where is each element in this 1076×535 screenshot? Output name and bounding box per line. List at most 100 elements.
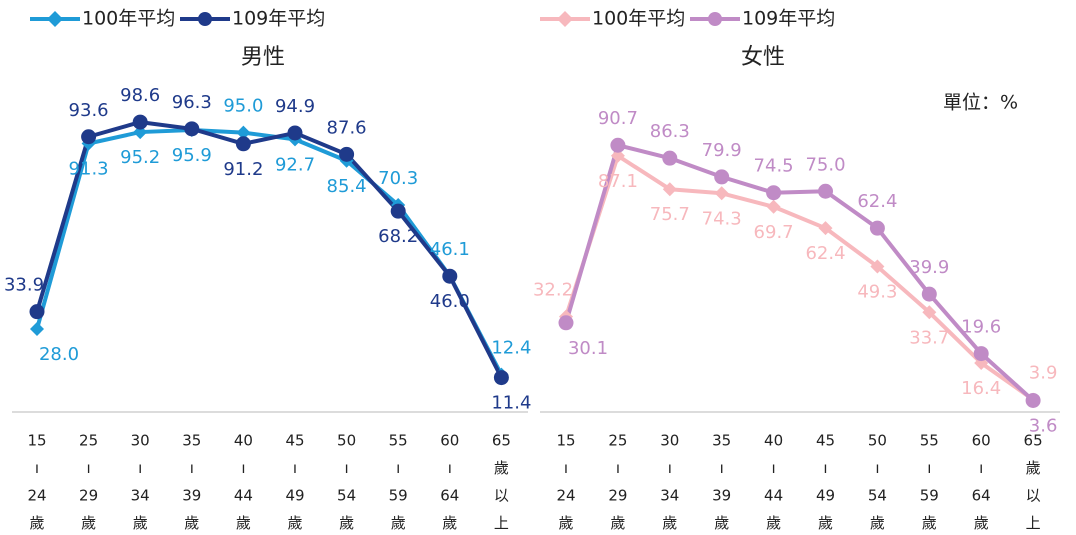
data-label: 28.0 <box>39 344 79 365</box>
data-label: 33.7 <box>909 327 949 348</box>
data-point <box>30 321 44 336</box>
data-label: 91.3 <box>69 158 109 179</box>
data-label: 90.7 <box>598 108 638 129</box>
data-point <box>287 125 303 141</box>
x-tick-label: ı <box>448 459 452 477</box>
x-tick-label: 25 <box>608 432 627 450</box>
data-point <box>184 121 200 137</box>
x-tick-label: ı <box>138 459 142 477</box>
data-point <box>610 137 626 153</box>
data-point <box>818 183 833 199</box>
legend-marker <box>47 11 63 27</box>
x-tick-label: ı <box>979 459 983 477</box>
x-tick-label: 60 <box>972 432 991 450</box>
x-tick-label: 60 <box>440 432 459 450</box>
x-tick-label: 以 <box>1026 487 1041 505</box>
x-tick-label: ı <box>616 459 620 477</box>
data-label: 92.7 <box>275 154 315 175</box>
x-tick-label: ı <box>293 459 297 477</box>
x-tick-label: 44 <box>234 487 253 505</box>
x-tick-label: ı <box>190 459 194 477</box>
data-label: 62.4 <box>805 243 845 264</box>
x-tick-label: 歲 <box>870 514 885 532</box>
x-tick-label: 歲 <box>558 514 573 532</box>
data-label: 74.3 <box>702 208 742 229</box>
data-point <box>1025 392 1041 408</box>
data-label: 46.0 <box>430 291 470 312</box>
x-tick-label: 歲 <box>662 514 677 532</box>
x-tick-label: 歲 <box>133 514 148 532</box>
x-tick-label: 39 <box>712 487 731 505</box>
x-tick-label: 55 <box>389 432 408 450</box>
data-point <box>973 346 989 362</box>
x-tick-label: 35 <box>182 432 201 450</box>
legend-marker <box>198 12 212 26</box>
data-point <box>493 370 509 386</box>
x-tick-label: 歲 <box>29 514 44 532</box>
data-label: 79.9 <box>702 140 742 161</box>
data-label: 11.4 <box>491 393 531 414</box>
x-tick-label: 15 <box>556 432 575 450</box>
x-tick-label: 59 <box>389 487 408 505</box>
x-tick-label: 55 <box>920 432 939 450</box>
x-tick-label: 59 <box>920 487 939 505</box>
x-tick-label: 15 <box>27 432 46 450</box>
x-tick-label: 24 <box>556 487 575 505</box>
chart-title: 女性 <box>741 45 785 70</box>
data-label: 19.6 <box>961 317 1001 338</box>
data-label: 87.6 <box>327 117 367 138</box>
data-label: 74.5 <box>754 156 794 177</box>
x-tick-label: 歲 <box>974 514 989 532</box>
x-tick-label: ı <box>772 459 776 477</box>
data-label: 85.4 <box>327 176 367 197</box>
x-tick-label: 44 <box>764 487 783 505</box>
data-point <box>818 221 833 236</box>
x-tick-label: 歲 <box>610 514 625 532</box>
data-label: 91.2 <box>223 159 263 180</box>
data-point <box>29 304 45 320</box>
data-label: 46.1 <box>430 239 470 260</box>
data-label: 68.2 <box>378 226 418 247</box>
x-tick-label: ı <box>564 459 568 477</box>
data-point <box>662 182 677 197</box>
data-label: 95.2 <box>120 147 160 168</box>
data-label: 87.1 <box>598 171 638 192</box>
x-tick-label: 50 <box>337 432 356 450</box>
x-tick-label: ı <box>668 459 672 477</box>
chart-title: 男性 <box>241 45 285 70</box>
legend-label: 109年平均 <box>742 8 835 30</box>
data-label: 49.3 <box>857 282 897 303</box>
data-label: 94.9 <box>275 96 315 117</box>
x-tick-label: 歲 <box>442 514 457 532</box>
x-tick-label: 49 <box>816 487 835 505</box>
x-tick-label: 34 <box>131 487 150 505</box>
legend-marker <box>557 11 573 27</box>
data-point <box>442 268 458 284</box>
data-point <box>714 169 730 185</box>
data-label: 95.0 <box>223 96 263 117</box>
data-point <box>236 125 251 140</box>
x-tick-label: 30 <box>660 432 679 450</box>
x-tick-label: 54 <box>337 487 356 505</box>
series-line <box>35 128 504 376</box>
data-label: 98.6 <box>120 85 160 106</box>
data-label: 16.4 <box>961 378 1001 399</box>
x-tick-label: 歲 <box>494 459 509 477</box>
data-point <box>766 185 782 201</box>
x-tick-label: 歲 <box>339 514 354 532</box>
x-tick-label: 64 <box>972 487 991 505</box>
x-tick-label: ı <box>823 459 827 477</box>
x-tick-label: 54 <box>868 487 887 505</box>
x-tick-label: 39 <box>182 487 201 505</box>
x-tick-label: ı <box>927 459 931 477</box>
x-tick-label: 34 <box>660 487 679 505</box>
x-tick-label: ı <box>396 459 400 477</box>
data-point <box>922 305 937 320</box>
data-label: 12.4 <box>491 338 531 359</box>
x-tick-label: 50 <box>868 432 887 450</box>
series-line <box>564 143 1035 402</box>
data-label: 75.7 <box>650 204 690 225</box>
x-tick-label: 30 <box>131 432 150 450</box>
x-tick-label: ı <box>35 459 39 477</box>
x-tick-label: 歲 <box>391 514 406 532</box>
